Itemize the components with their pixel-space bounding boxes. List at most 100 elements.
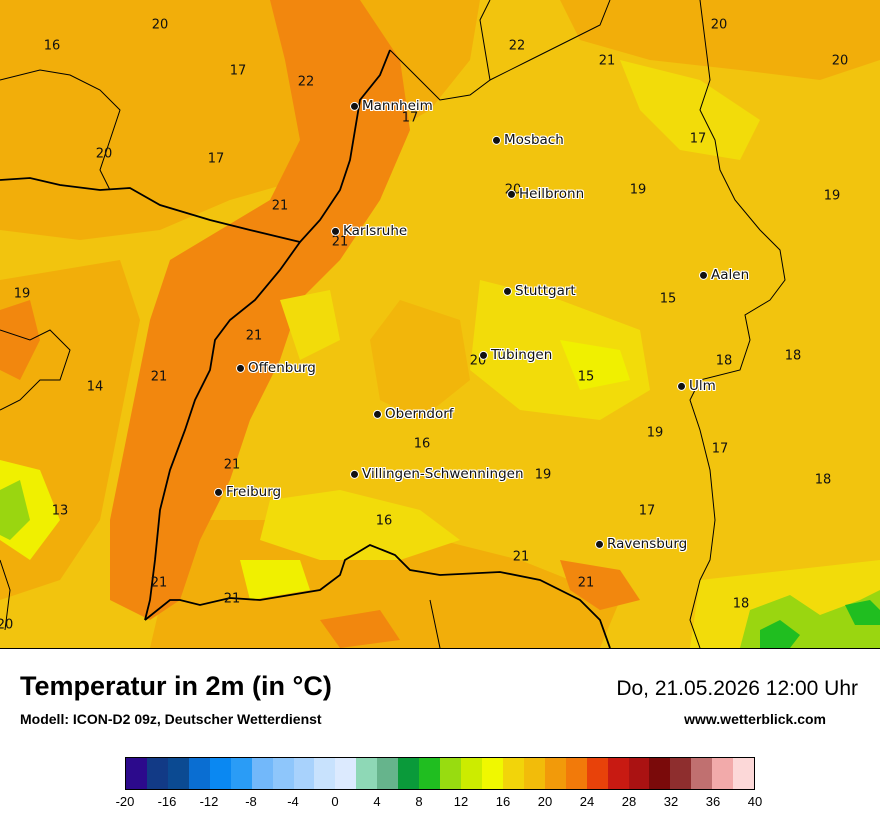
city-marker: Oberndorf [373, 405, 454, 422]
temperature-value: 21 [223, 591, 241, 607]
model-source: Modell: ICON-D2 09z, Deutscher Wetterdie… [20, 711, 322, 727]
city-name: Freiburg [226, 483, 282, 500]
city-name: Stuttgart [515, 282, 576, 299]
legend-swatch [670, 758, 692, 789]
temperature-value: 21 [150, 369, 168, 385]
temperature-value: 19 [629, 182, 647, 198]
legend-swatch [607, 758, 629, 789]
legend-tick-label: 16 [495, 794, 511, 809]
legend-swatch [188, 758, 210, 789]
temperature-value: 20 [0, 617, 14, 633]
city-dot-icon [503, 287, 512, 297]
color-legend-ticks: -20 -16 -12 -8 -4 0 4 8 12 16 20 24 28 32 36 40 [116, 794, 763, 814]
temperature-value: 17 [638, 503, 656, 519]
city-dot-icon [492, 136, 501, 146]
city-marker: Freiburg [214, 483, 282, 500]
temperature-value: 16 [43, 38, 61, 54]
legend-swatch [377, 758, 399, 789]
website-link[interactable]: www.wetterblick.com [684, 711, 826, 727]
legend-tick-label: -8 [245, 794, 257, 809]
temperature-value: 21 [512, 549, 530, 565]
city-dot-icon [507, 190, 516, 200]
city-marker: Tübingen [479, 346, 553, 363]
city-name: Ulm [689, 377, 716, 394]
city-name: Mannheim [362, 97, 433, 114]
temperature-value: 19 [646, 425, 664, 441]
legend-tick-label: 4 [373, 794, 381, 809]
city-dot-icon [236, 364, 245, 374]
legend-tick-label: 32 [663, 794, 679, 809]
legend-swatch [167, 758, 189, 789]
legend-tick-label: -4 [287, 794, 299, 809]
legend-tick-label: 20 [537, 794, 553, 809]
city-marker: Aalen [699, 266, 750, 283]
temperature-value: 20 [710, 17, 728, 33]
temperature-value: 16 [375, 513, 393, 529]
city-dot-icon [214, 488, 223, 498]
temperature-value: 17 [207, 151, 225, 167]
temperature-value: 21 [271, 198, 289, 214]
city-name: Offenburg [248, 359, 316, 376]
legend-swatch [251, 758, 273, 789]
temperature-value: 15 [659, 291, 677, 307]
legend-swatch [523, 758, 545, 789]
legend-swatch [335, 758, 357, 789]
city-name: Tübingen [491, 346, 553, 363]
temperature-value: 21 [150, 575, 168, 591]
temperature-value: 21 [223, 457, 241, 473]
temperature-value: 19 [13, 286, 31, 302]
legend-tick-label: -20 [115, 794, 135, 809]
color-legend-bar [125, 757, 755, 790]
legend-swatch [398, 758, 420, 789]
temp-field-8-12 [760, 600, 880, 648]
city-dot-icon [699, 271, 708, 281]
legend-tick-label: 24 [579, 794, 595, 809]
temperature-value: 22 [508, 38, 526, 54]
temperature-value: 21 [245, 328, 263, 344]
state-borders [0, 0, 786, 648]
legend-swatch [461, 758, 482, 789]
temp-field-21-22 [0, 0, 640, 648]
country-borders [0, 49, 611, 648]
legend-swatch [586, 758, 608, 789]
map-title: Temperatur in 2m (in °C) [20, 671, 332, 701]
legend-tick-label: 40 [747, 794, 763, 809]
city-dot-icon [350, 102, 359, 112]
temperature-value: 20 [95, 146, 113, 162]
temperature-value: 22 [297, 74, 315, 90]
city-dot-icon [331, 227, 340, 237]
city-marker: Ulm [677, 377, 716, 394]
city-name: Aalen [711, 266, 750, 283]
temperature-value: 21 [598, 53, 616, 69]
city-marker: Stuttgart [503, 282, 576, 299]
legend-swatch [272, 758, 294, 789]
legend-swatch [544, 758, 566, 789]
temperature-value: 19 [534, 467, 552, 483]
city-name: Ravensburg [607, 535, 688, 552]
temperature-value: 18 [715, 353, 733, 369]
legend-swatch [356, 758, 378, 789]
city-marker: Ravensburg [595, 535, 688, 552]
temperature-value: 17 [689, 131, 707, 147]
legend-tick-label: -12 [199, 794, 219, 809]
legend-tick-label: 36 [705, 794, 721, 809]
city-name: Villingen-Schwenningen [362, 465, 524, 482]
city-marker: Mosbach [492, 131, 564, 148]
city-marker: Mannheim [350, 97, 433, 114]
legend-swatch [565, 758, 587, 789]
city-dot-icon [373, 410, 382, 420]
city-marker: Villingen-Schwenningen [350, 465, 524, 482]
city-marker: Offenburg [236, 359, 316, 376]
temperature-value: 16 [413, 436, 431, 452]
map-canvas [0, 0, 880, 648]
city-name: Oberndorf [385, 405, 454, 422]
legend-swatch [481, 758, 503, 789]
legend-swatch [146, 758, 168, 789]
legend-swatch [502, 758, 524, 789]
temperature-value: 17 [229, 63, 247, 79]
legend-tick-label: 8 [415, 794, 423, 809]
legend-swatch [209, 758, 231, 789]
temperature-value: 13 [51, 503, 69, 519]
temperature-value: 18 [732, 596, 750, 612]
city-name: Mosbach [504, 131, 564, 148]
